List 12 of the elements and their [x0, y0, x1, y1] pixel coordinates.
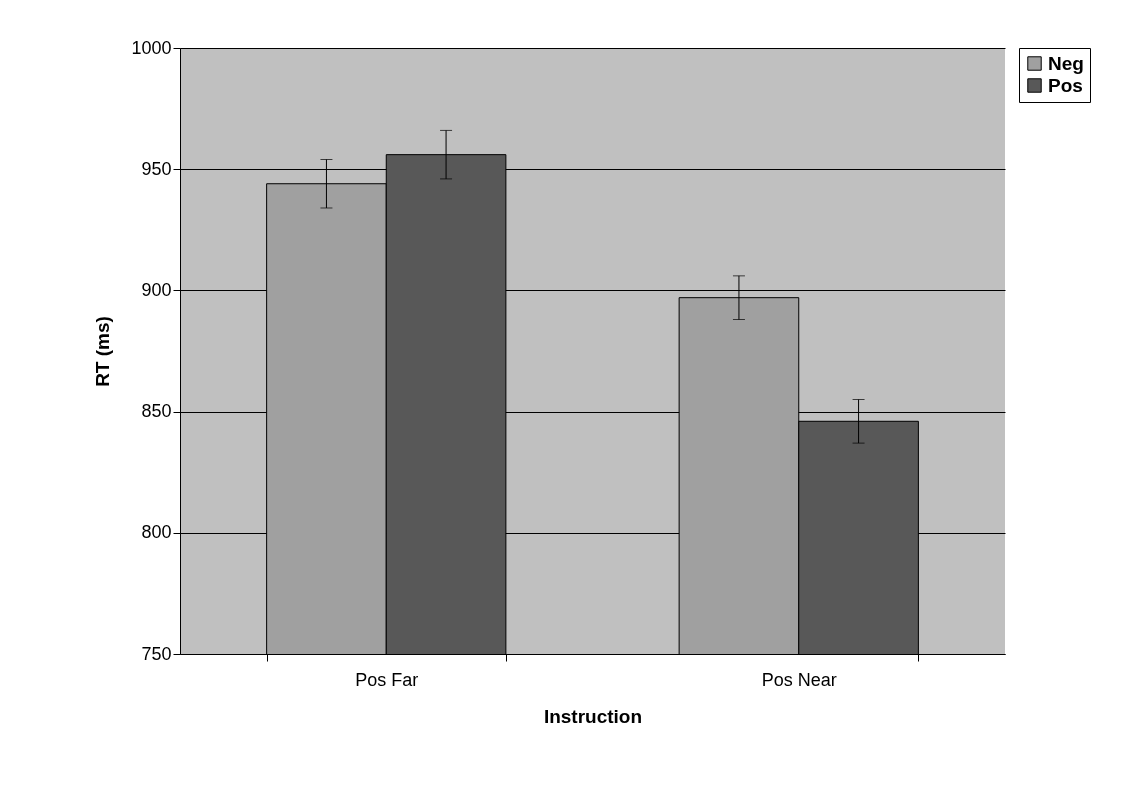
x-tick-label: Pos Near — [761, 669, 837, 690]
y-tick-label: 1000 — [131, 37, 172, 58]
y-tick-label: 850 — [141, 401, 172, 422]
y-axis-title: RT (ms) — [92, 316, 114, 387]
y-tick-label: 900 — [141, 279, 172, 300]
x-tick-label: Pos Far — [355, 669, 419, 690]
legend-label: Pos — [1048, 74, 1083, 96]
y-tick-label: 750 — [141, 643, 172, 664]
legend-label: Neg — [1048, 52, 1084, 74]
y-tick-label: 950 — [141, 158, 172, 179]
x-axis-title: Instruction — [543, 705, 643, 727]
y-tick-label: 800 — [141, 522, 172, 543]
